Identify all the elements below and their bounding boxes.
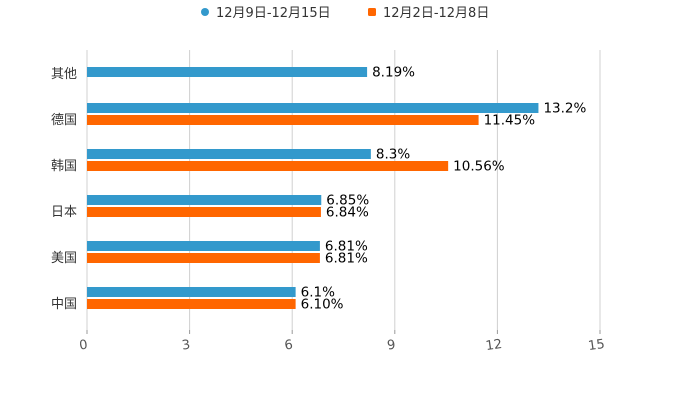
x-tick-label-6: 6: [284, 338, 294, 354]
data-label: 6.1%: [301, 285, 335, 301]
category-label: 美国: [51, 251, 77, 266]
x-tick-label-12: 12: [485, 337, 503, 354]
bar-current-week: [87, 287, 296, 297]
category-label: 日本: [51, 205, 77, 220]
bar-previous-week: [87, 161, 449, 171]
bar-previous-week: [87, 299, 296, 309]
bar-previous-week: [87, 253, 320, 263]
x-tick-label-0: 0: [78, 338, 88, 354]
data-label: 11.45%: [484, 113, 536, 129]
legend-marker-series-0: [201, 8, 209, 16]
data-label: 6.81%: [325, 251, 368, 267]
legend: 12月9日-12月15日 12月2日-12月8日: [201, 6, 489, 21]
legend-label-series-1: 12月2日-12月8日: [383, 6, 489, 21]
x-axis-ticks: 0 3 6 9 12 15: [78, 330, 606, 354]
category-label: 中国: [51, 297, 77, 312]
bar-current-week: [87, 149, 371, 159]
bar-current-week: [87, 241, 320, 251]
bar-previous-week: [87, 115, 479, 125]
bar-current-week: [87, 195, 322, 205]
x-tick-label-9: 9: [386, 338, 396, 354]
bars: [87, 67, 539, 309]
legend-marker-series-1: [368, 8, 376, 16]
category-label: 其他: [51, 67, 77, 82]
data-label: 6.81%: [325, 239, 368, 255]
grid: [86, 50, 601, 330]
data-label: 8.19%: [372, 65, 415, 81]
data-label: 10.56%: [453, 159, 505, 175]
data-label: 8.3%: [376, 147, 410, 163]
data-label: 6.10%: [301, 297, 344, 313]
x-tick-label-15: 15: [587, 337, 605, 354]
category-label: 德国: [51, 113, 77, 128]
bar-current-week: [87, 103, 539, 113]
legend-label-series-0: 12月9日-12月15日: [216, 6, 331, 21]
data-labels: 8.19% 13.2% 11.45% 8.3% 10.56% 6.85%6.84% 6.81…: [301, 65, 587, 313]
bar-current-week: [87, 67, 368, 77]
bar-previous-week: [87, 207, 321, 217]
data-label: 6.85%: [326, 193, 369, 209]
category-label: 韩国: [51, 159, 77, 174]
data-label: 6.84%: [326, 205, 369, 221]
x-tick-label-3: 3: [181, 338, 191, 354]
data-label: 13.2%: [543, 101, 586, 117]
